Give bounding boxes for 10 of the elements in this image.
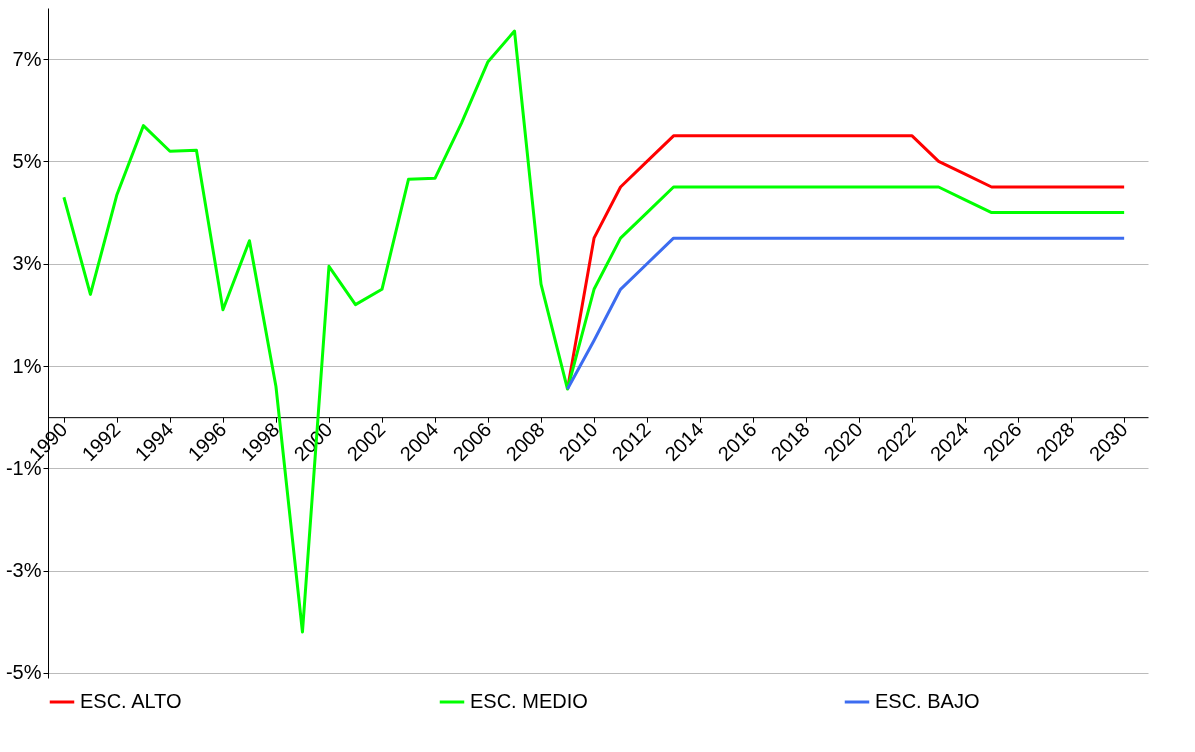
legend-label: ESC. BAJO [875, 690, 980, 712]
y-tick-label: 3% [12, 252, 42, 275]
legend-label: ESC. ALTO [80, 690, 182, 712]
line-series [566, 236, 1126, 391]
y-tick-label: 1% [12, 354, 42, 377]
legend-label: ESC. MEDIO [470, 690, 588, 712]
y-tick-label: -3% [5, 559, 42, 582]
y-tick-label: 5% [12, 149, 42, 172]
y-tick-label: -5% [5, 661, 42, 684]
y-tick-label: 7% [12, 47, 42, 70]
